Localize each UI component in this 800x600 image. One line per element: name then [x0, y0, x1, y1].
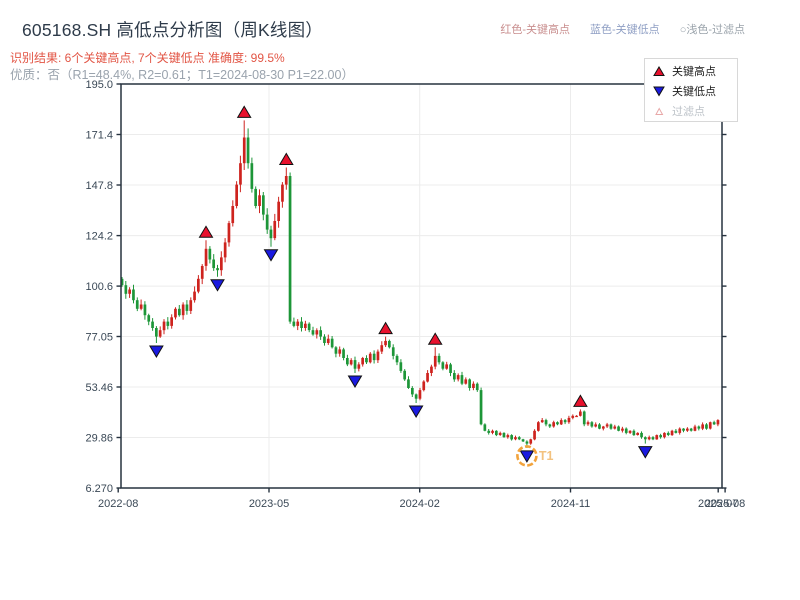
- key-low-marker: [263, 249, 279, 262]
- y-tick-label: 29.86: [85, 433, 113, 445]
- key-low-marker: [637, 446, 653, 459]
- y-tick-label: 171.4: [85, 130, 113, 142]
- key-high-triangle-icon: [653, 66, 665, 76]
- legend-label-filtered: 过滤点: [672, 106, 705, 118]
- y-tick-label: 53.46: [85, 382, 113, 394]
- key-high-marker: [573, 394, 588, 407]
- y-tick-label: 77.05: [85, 332, 113, 344]
- x-tick-label: 2024-02: [400, 498, 440, 510]
- header-legend-key-low: 蓝色-关键低点: [590, 24, 660, 36]
- y-tick-label: 195.0: [85, 79, 113, 91]
- header-legend: 红色-关键高点 蓝色-关键低点 ○浅色-过滤点: [500, 21, 745, 37]
- y-tick-label: 147.8: [85, 180, 113, 192]
- key-low-marker: [149, 345, 164, 358]
- legend-label-key-high: 关键高点: [672, 66, 716, 78]
- candles: [120, 120, 720, 448]
- key-low-marker: [347, 375, 363, 388]
- highlight-circle: [516, 445, 538, 467]
- x-tick-label: 2025-08: [705, 498, 745, 510]
- key-low-markers: [149, 249, 653, 463]
- key-high-marker: [236, 105, 252, 118]
- key-high-marker: [427, 332, 443, 345]
- x-tick-label: 2022-08: [98, 498, 138, 510]
- header-legend-key-high: 红色-关键高点: [500, 24, 571, 36]
- y-tick-label: 124.2: [85, 231, 113, 243]
- quality-line: 优质：否（R1=48.4%, R2=0.61；T1=2024-08-30 P1=…: [10, 68, 354, 82]
- y-tick-label: 6.270: [85, 483, 113, 495]
- key-low-marker: [408, 405, 424, 418]
- highlight-label: T1: [539, 449, 554, 463]
- legend-row-key-high: 关键高点: [653, 61, 737, 81]
- legend-row-key-low: 关键低点: [653, 81, 737, 101]
- x-tick-label: 2023-05: [249, 498, 289, 510]
- filtered-triangle-icon: [655, 107, 664, 115]
- key-low-triangle-icon: [653, 86, 665, 97]
- x-tick-label: 2025-07: [698, 498, 738, 510]
- key-high-marker: [278, 152, 294, 165]
- key-high-markers: [198, 105, 588, 407]
- legend-label-key-low: 关键低点: [672, 86, 716, 98]
- key-low-marker: [210, 279, 225, 292]
- recognition-result-line: 识别结果: 6个关键高点, 7个关键低点 准确度: 99.5%: [10, 51, 285, 65]
- key-high-marker: [378, 321, 393, 335]
- key-high-marker: [198, 225, 214, 238]
- page-title: 605168.SH 高低点分析图（周K线图）: [22, 20, 324, 40]
- header-legend-filtered: ○浅色-过滤点: [679, 24, 745, 36]
- legend-row-filtered: 过滤点: [653, 101, 737, 121]
- key-low-marker: [519, 450, 535, 463]
- y-tick-label: 100.6: [85, 281, 113, 293]
- chart-legend-box: 关键高点 关键低点 过滤点: [644, 58, 738, 122]
- x-tick-label: 2024-11: [551, 498, 591, 510]
